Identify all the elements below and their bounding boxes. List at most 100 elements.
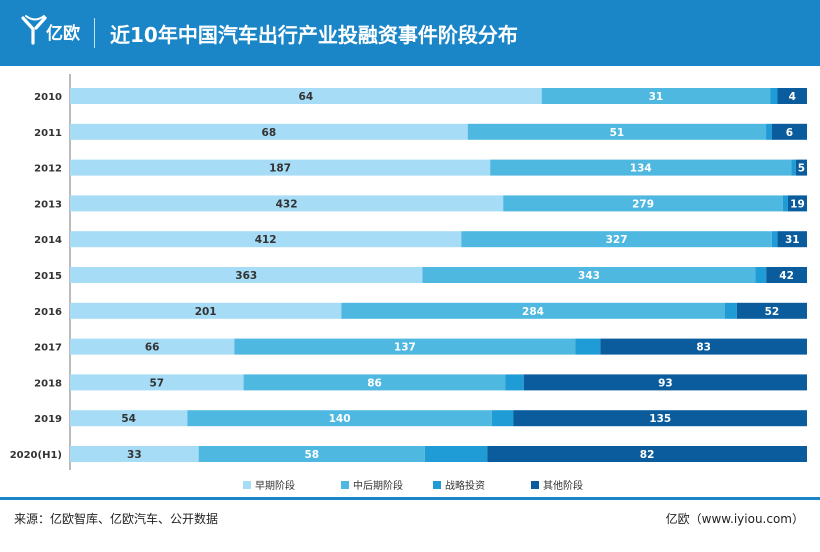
category-label: 2013: [34, 199, 62, 210]
legend-label: 中后期阶段: [353, 479, 403, 492]
bar-segment: [70, 195, 504, 212]
legend-swatch: [433, 481, 441, 489]
bar-segment: [736, 302, 807, 319]
data-label: 54: [121, 413, 136, 425]
data-label: 140: [329, 413, 351, 425]
bar-segment: [70, 88, 542, 104]
bar-segment: [70, 231, 462, 248]
bar-segment: [791, 159, 796, 176]
data-label: 66: [145, 342, 160, 354]
yiou-logo-icon: [21, 15, 47, 45]
data-label: 412: [255, 234, 277, 246]
data-label: 42: [779, 270, 794, 282]
data-label: 68: [262, 127, 277, 139]
page-title: 近10年中国汽车出行产业投融资事件阶段分布: [110, 23, 518, 47]
bar-segment: [795, 159, 807, 176]
legend-swatch: [531, 481, 539, 489]
legend-swatch: [243, 481, 251, 489]
source-note: 来源：亿欧智库、亿欧汽车、公开数据: [14, 512, 219, 526]
logo-text: 亿欧: [46, 24, 80, 44]
data-label: 137: [394, 342, 416, 354]
data-label: 19: [790, 198, 805, 210]
bar-segment: [491, 410, 514, 427]
data-label: 31: [649, 91, 664, 103]
bar-segment: [243, 374, 506, 391]
data-label: 86: [367, 377, 382, 389]
producer-note: 亿欧（www.iyiou.com）: [665, 512, 804, 526]
bar-segment: [787, 195, 807, 212]
bar-segment: [70, 123, 468, 140]
bar-segment: [523, 374, 807, 391]
bar-segment: [70, 338, 235, 355]
legend-label: 其他阶段: [543, 479, 583, 492]
category-label: 2019: [34, 414, 62, 425]
bar-segment: [755, 267, 767, 283]
data-label: 327: [606, 234, 628, 246]
data-label: 201: [195, 306, 217, 318]
category-label: 2012: [34, 164, 62, 175]
bar-segment: [771, 231, 778, 248]
legend-swatch: [341, 481, 349, 489]
category-label: 2018: [34, 378, 62, 389]
category-label: 2014: [34, 235, 62, 246]
bar-segment: [341, 302, 725, 319]
data-label: 31: [785, 234, 800, 246]
bar-segment: [198, 446, 425, 462]
data-label: 58: [304, 449, 319, 461]
header-bar: 亿欧 近10年中国汽车出行产业投融资事件阶段分布: [0, 0, 820, 66]
bar-segment: [503, 195, 783, 212]
chart-area: 2010 64 31 4 2011 68 51 6 2012 187 134 5 2013 432 279 1…: [0, 66, 820, 496]
data-label: 33: [127, 449, 142, 461]
legend-label: 战略投资: [445, 479, 485, 492]
bar-segment: [505, 374, 524, 391]
bar-segment: [600, 338, 807, 355]
data-label: 51: [610, 127, 625, 139]
bar-segment: [541, 88, 771, 104]
bar-segment: [70, 159, 491, 176]
bar-segment: [70, 374, 244, 391]
data-label: 343: [578, 270, 600, 282]
data-label: 4: [789, 91, 796, 103]
category-label: 2010: [34, 92, 62, 103]
data-label: 52: [765, 306, 780, 318]
bar-segment: [70, 302, 342, 319]
header-divider: [94, 18, 95, 48]
bar-segment: [490, 159, 792, 176]
bar-segment: [782, 195, 788, 212]
category-label: 2016: [34, 307, 62, 318]
bar-segment: [513, 410, 807, 427]
data-label: 83: [696, 342, 711, 354]
footer-divider: [0, 497, 820, 500]
bar-segment: [424, 446, 488, 462]
bar-segment: [487, 446, 807, 462]
bar-segment: [422, 267, 756, 283]
bar-segment: [70, 410, 188, 427]
data-label: 5: [798, 163, 805, 175]
data-label: 363: [235, 270, 257, 282]
data-label: 279: [632, 198, 654, 210]
data-label: 135: [649, 413, 671, 425]
data-label: 6: [786, 127, 793, 139]
bar-segment: [187, 410, 492, 427]
bar-segment: [770, 88, 778, 104]
bar-segment: [724, 302, 737, 319]
category-label: 2017: [34, 343, 62, 354]
data-label: 432: [276, 198, 298, 210]
bar-segment: [777, 231, 807, 248]
bar-segment: [234, 338, 576, 355]
bar-segment: [70, 446, 199, 462]
bar-segment: [575, 338, 601, 355]
data-label: 187: [269, 163, 291, 175]
data-label: 93: [658, 377, 673, 389]
stacked-bar-chart: 2010 64 31 4 2011 68 51 6 2012 187 134 5 2013 432 279 1…: [10, 74, 807, 492]
bar-segment: [766, 267, 807, 283]
data-label: 57: [149, 377, 164, 389]
legend-label: 早期阶段: [255, 479, 295, 492]
category-label: 2015: [34, 271, 62, 282]
data-label: 284: [522, 306, 544, 318]
bar-segment: [70, 267, 423, 283]
category-label: 2011: [34, 128, 62, 139]
bar-segment: [461, 231, 772, 248]
bar-segment: [771, 123, 807, 140]
bar-segment: [467, 123, 767, 140]
